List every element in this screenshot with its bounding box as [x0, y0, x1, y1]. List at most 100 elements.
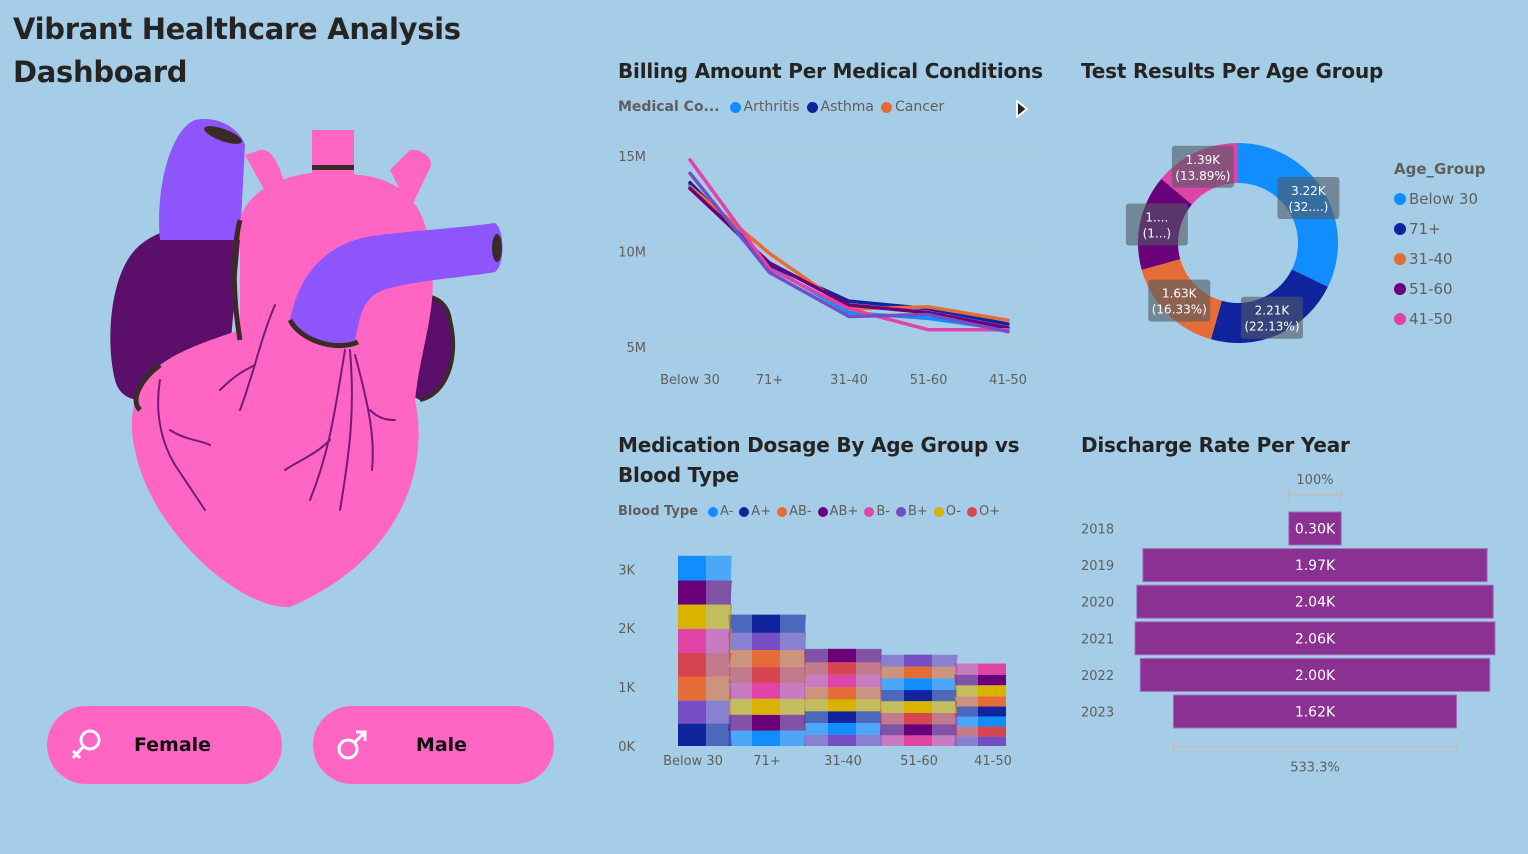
- test-results-donut-chart: 3.22K(32....)2.21K(22.13%)1.63K(16.33%)1…: [1125, 143, 1340, 343]
- data-label-percent: (22.13%): [1244, 320, 1299, 334]
- data-label-value: 3.22K: [1291, 184, 1327, 198]
- male-filter-button[interactable]: Male: [313, 706, 554, 784]
- year-label: 2021: [1081, 632, 1114, 647]
- donut-data-label: 1.39K (13.89%): [1171, 145, 1234, 188]
- ribbon-segment-A+: [752, 614, 780, 633]
- medication-chart-title: Medication Dosage By Age Group vs Blood …: [618, 433, 1020, 487]
- funnel-bar-2023: [1172, 694, 1458, 729]
- legend-item-arthritis[interactable]: Arthritis: [729, 99, 800, 115]
- ribbon-o-pos: [856, 662, 906, 725]
- legend-dot: [967, 506, 978, 517]
- legend-dot: [864, 506, 875, 517]
- year-label: 2022: [1081, 669, 1114, 684]
- data-label-value: 2.21K: [1255, 304, 1291, 318]
- legend-item-blood-b-negpos[interactable]: B+: [895, 504, 928, 519]
- legend-label: Below 30: [1409, 190, 1478, 208]
- legend-item-blood-ab-negpos[interactable]: AB+: [817, 504, 858, 519]
- funnel-bottom-annotation: 533.3%: [1290, 761, 1340, 776]
- ribbon-segment-AB-: [904, 666, 932, 679]
- ribbon-segment-A+: [904, 690, 932, 702]
- funnel-bar-2019: [1142, 548, 1488, 583]
- legend-dot: [1394, 253, 1406, 265]
- ribbon-segment-AB+: [978, 674, 1006, 686]
- legend-item-blood-a-neg[interactable]: A-: [707, 504, 733, 519]
- legend-dot: [739, 506, 750, 517]
- ribbon-segment-O+: [678, 652, 706, 677]
- legend-label: 31-40: [1409, 250, 1453, 268]
- legend-item-blood-b-neg[interactable]: B-: [864, 504, 890, 519]
- legend-item-below-30[interactable]: Below 30: [1394, 184, 1485, 214]
- ribbon-b-pos: [706, 632, 754, 724]
- legend-label: B+: [907, 504, 928, 519]
- x-tick-label: Below 30: [660, 373, 720, 388]
- legend-item-blood-o-neg[interactable]: O-: [933, 504, 961, 519]
- ribbon-segment-O-: [904, 701, 932, 714]
- legend-label: AB-: [789, 504, 812, 519]
- funnel-bar-label: 1.62K: [1295, 705, 1336, 721]
- legend-dot: [895, 506, 906, 517]
- ribbon-segment-A-: [752, 730, 780, 746]
- ribbon-segment-O+: [904, 713, 932, 725]
- y-tick-label: 0K: [618, 740, 635, 755]
- ribbon-segment-O-: [678, 604, 706, 629]
- legend-dot: [880, 101, 892, 113]
- legend-item-blood-ab-neg[interactable]: AB-: [777, 504, 812, 519]
- ribbon-segment-AB+: [904, 724, 932, 736]
- legend-next-arrow-icon[interactable]: [1014, 99, 1030, 119]
- data-label-box: [1277, 177, 1340, 220]
- data-label-percent: (13.89%): [1175, 169, 1230, 183]
- ribbon-segment-AB+: [678, 580, 706, 605]
- series-line-asthma: [688, 180, 1010, 326]
- funnel-bar-label: 2.00K: [1295, 668, 1336, 684]
- ribbon-o-pos: [780, 662, 830, 683]
- legend-item-cancer[interactable]: Cancer: [880, 99, 944, 115]
- x-tick-label: 51-60: [910, 373, 948, 388]
- ribbon-segment-B-: [752, 682, 780, 699]
- billing-line-chart: 5M 10M 15M Below 30 71+ 31-40 51-60 41-50: [618, 150, 1040, 388]
- ribbon-segment-AB-: [828, 687, 856, 700]
- year-label: 2019: [1081, 559, 1114, 574]
- y-tick-label: 1K: [618, 681, 635, 696]
- ribbon-segment-B-: [828, 674, 856, 688]
- legend-item-71+[interactable]: 71+: [1394, 214, 1485, 244]
- legend-item-blood-a-negpos[interactable]: A+: [739, 504, 771, 519]
- y-tick-label: 5M: [627, 341, 647, 356]
- heart-illustration: [110, 119, 503, 608]
- legend-label: 71+: [1409, 220, 1441, 238]
- legend-label: O+: [979, 504, 1001, 519]
- legend-dot: [1394, 223, 1406, 235]
- ribbon-segment-AB-: [678, 676, 706, 701]
- legend-item-asthma[interactable]: Asthma: [806, 99, 874, 115]
- year-label: 2020: [1081, 596, 1114, 611]
- legend-label: A+: [751, 504, 772, 519]
- ribbon-o-neg: [780, 698, 830, 715]
- legend-dot: [729, 101, 741, 113]
- ribbon-o-pos: [706, 652, 754, 683]
- legend-item-31-40[interactable]: 31-40: [1394, 244, 1485, 274]
- funnel-top-annotation: 100%: [1296, 473, 1333, 488]
- legend-item-blood-o-negpos[interactable]: O+: [967, 504, 1000, 519]
- female-filter-label: Female: [133, 734, 212, 756]
- data-label-percent: (1...): [1143, 227, 1171, 241]
- legend-item-41-50[interactable]: 41-50: [1394, 304, 1485, 334]
- legend-dot: [806, 101, 818, 113]
- ribbon-a-neg: [780, 723, 830, 746]
- ribbon-o-pos: [932, 713, 980, 737]
- female-filter-button[interactable]: Female: [47, 706, 282, 784]
- legend-dot: [817, 506, 828, 517]
- ribbon-segment-B-: [904, 735, 932, 746]
- x-tick-label: 41-50: [974, 754, 1012, 769]
- data-label-percent: (32....): [1288, 200, 1328, 214]
- legend-item-51-60[interactable]: 51-60: [1394, 274, 1485, 304]
- ribbon-o-neg: [932, 685, 980, 714]
- ribbon-segment-AB-: [978, 696, 1006, 707]
- ribbon-segment-AB+: [828, 648, 856, 663]
- donut-data-label: 2.21K (22.13%): [1240, 296, 1303, 339]
- ribbon-segment-B+: [752, 632, 780, 650]
- ribbon-segment-O+: [978, 726, 1006, 737]
- discharge-chart-title: Discharge Rate Per Year: [1081, 433, 1350, 457]
- year-label: 2023: [1081, 706, 1114, 721]
- blood-type-legend-title: Blood Type: [618, 504, 698, 519]
- data-label-box: [1125, 203, 1188, 246]
- funnel-bar-label: 2.04K: [1295, 595, 1336, 611]
